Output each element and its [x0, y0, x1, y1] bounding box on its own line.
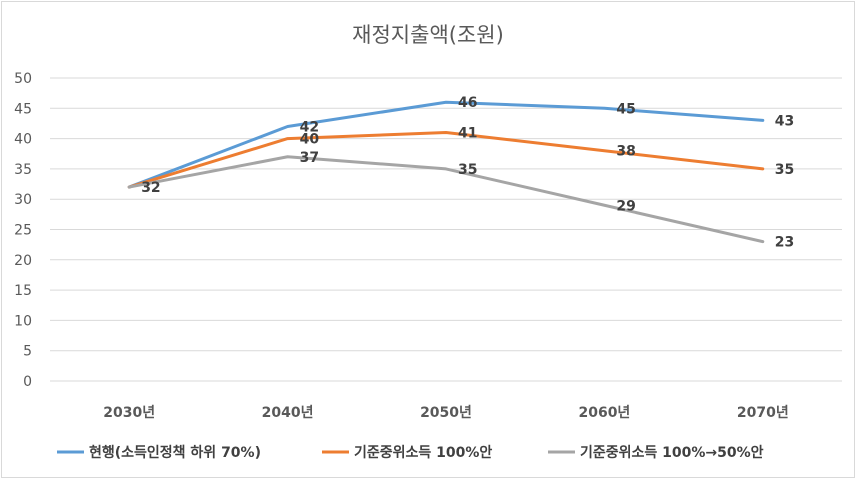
data-label: 38	[616, 144, 635, 160]
legend-label: 현행(소득인정책 하위 70%)	[89, 444, 261, 461]
data-label: 43	[775, 113, 794, 129]
series-lines	[127, 100, 765, 244]
y-tick-label: 15	[14, 283, 32, 299]
gridlines	[50, 77, 842, 382]
y-tick-label: 25	[14, 223, 32, 239]
legend: 현행(소득인정책 하위 70%) 기준중위소득 100%안 기준중위소득 100%→…	[57, 444, 764, 461]
y-tick-label: 35	[14, 162, 32, 178]
data-label: 37	[300, 150, 319, 166]
y-tick-label: 5	[23, 344, 32, 360]
y-tick-label: 40	[14, 132, 32, 148]
y-tick-label: 0	[23, 374, 32, 390]
data-label: 32	[141, 180, 160, 196]
x-axis-ticks: 2030년 2040년 2050년 2060년 2070년	[103, 405, 788, 421]
data-label: 23	[775, 235, 794, 251]
y-axis-ticks: 0 5 10 15 20 25 30 35 40 45 50	[14, 71, 32, 390]
x-tick-label: 2050년	[420, 405, 472, 421]
y-tick-label: 45	[14, 101, 32, 117]
data-label: 42	[300, 119, 319, 135]
x-tick-label: 2060년	[578, 405, 630, 421]
data-label: 29	[616, 198, 635, 214]
series-line-2	[127, 155, 765, 244]
series-line-1	[127, 131, 765, 189]
y-tick-label: 50	[14, 71, 32, 87]
series-line-0	[127, 100, 765, 189]
data-label: 46	[458, 95, 477, 111]
data-label: 35	[458, 162, 477, 178]
data-label: 45	[616, 101, 635, 117]
y-tick-label: 10	[14, 313, 32, 329]
x-tick-label: 2030년	[103, 405, 155, 421]
x-tick-label: 2070년	[737, 405, 789, 421]
legend-label: 기준중위소득 100%→50%안	[580, 444, 764, 461]
chart-title: 재정지출액(조원)	[352, 23, 504, 47]
data-label: 35	[775, 162, 794, 178]
y-tick-label: 30	[14, 192, 32, 208]
y-tick-label: 20	[14, 253, 32, 269]
x-tick-label: 2040년	[262, 405, 314, 421]
legend-label: 기준중위소득 100%안	[354, 444, 492, 461]
data-label: 40	[300, 132, 320, 148]
data-label: 41	[458, 126, 477, 142]
